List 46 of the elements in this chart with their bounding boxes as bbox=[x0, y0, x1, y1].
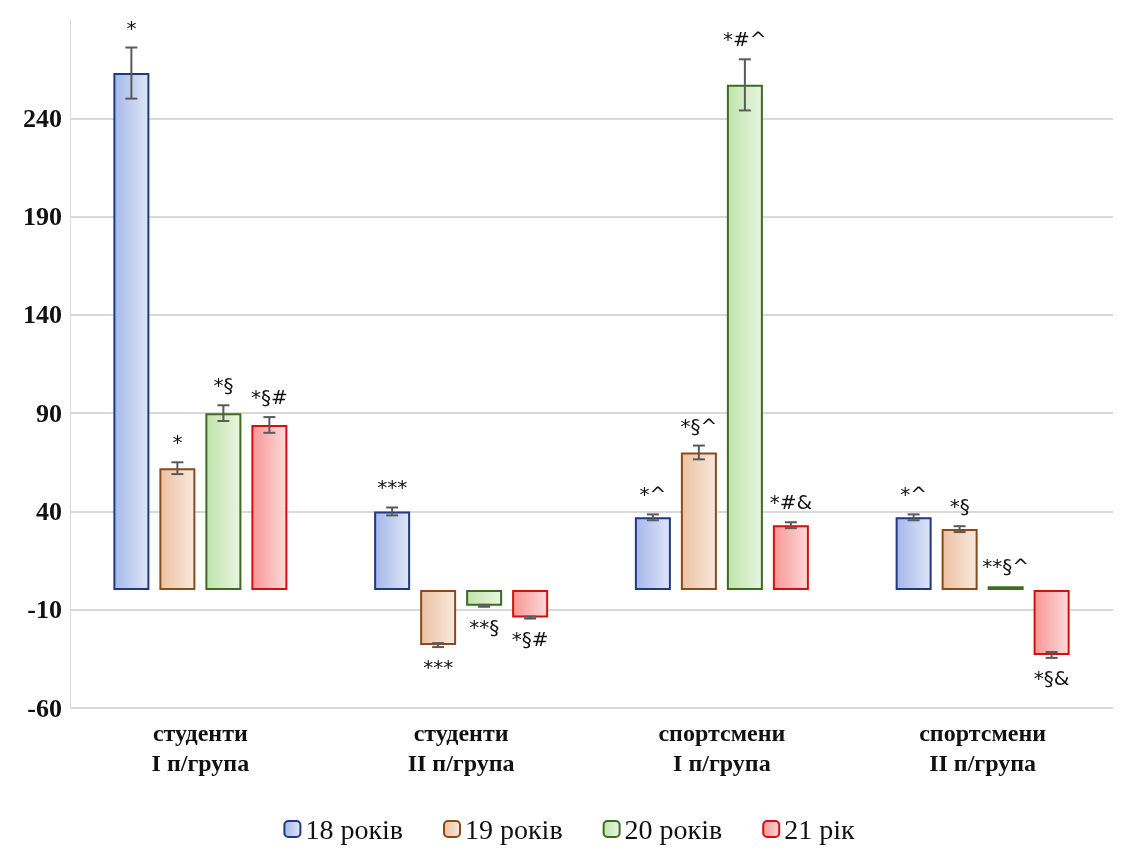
annotation: *#& bbox=[769, 490, 813, 515]
annotation: * bbox=[172, 430, 183, 455]
bar bbox=[680, 452, 717, 591]
annotation: *^ bbox=[639, 482, 667, 507]
annotation: *§& bbox=[1033, 665, 1070, 690]
legend-label: 21 рік bbox=[784, 813, 855, 845]
x-tick-label: студенти II п/група bbox=[407, 720, 515, 776]
bar bbox=[159, 468, 196, 591]
annotation: *§# bbox=[511, 626, 549, 651]
legend-label: 18 років bbox=[305, 813, 404, 845]
annotation: *§# bbox=[250, 385, 288, 410]
y-tick-label: 190 bbox=[23, 202, 62, 232]
bar bbox=[113, 73, 150, 591]
x-tick-label: спортсмени II п/група bbox=[919, 720, 1047, 776]
annotation: *§ bbox=[949, 494, 970, 519]
y-tick-label: 140 bbox=[23, 300, 62, 330]
bar bbox=[941, 529, 978, 591]
bar bbox=[895, 517, 932, 591]
legend-label: 20 років bbox=[624, 813, 723, 845]
bar bbox=[726, 84, 763, 591]
annotation: *§ bbox=[213, 373, 234, 398]
annotation: *§^ bbox=[680, 413, 718, 438]
annotation: *** bbox=[423, 655, 454, 680]
bar bbox=[205, 413, 242, 591]
bar bbox=[634, 517, 671, 591]
annotation: *^ bbox=[900, 482, 928, 507]
bar bbox=[251, 424, 288, 591]
bar bbox=[772, 525, 809, 591]
annotation: *** bbox=[377, 475, 408, 500]
bar bbox=[466, 590, 503, 606]
y-tick-label: 90 bbox=[36, 398, 62, 428]
annotation: * bbox=[126, 15, 137, 40]
y-tick-label: -60 bbox=[27, 693, 62, 723]
y-tick-label: 240 bbox=[23, 103, 62, 133]
bar bbox=[374, 511, 411, 591]
x-tick-label: спортсмени I п/група bbox=[658, 720, 786, 776]
bar bbox=[1033, 590, 1070, 655]
bar bbox=[512, 590, 549, 618]
y-tick-label: 40 bbox=[36, 496, 62, 526]
legend-label: 19 років bbox=[465, 813, 563, 845]
x-tick-label: студенти I п/група bbox=[151, 720, 250, 776]
y-tick-label: -10 bbox=[27, 595, 62, 625]
annotation: *#^ bbox=[723, 27, 767, 52]
bar bbox=[420, 590, 457, 646]
annotation: **§ bbox=[469, 614, 500, 639]
annotation: **§^ bbox=[982, 554, 1030, 579]
